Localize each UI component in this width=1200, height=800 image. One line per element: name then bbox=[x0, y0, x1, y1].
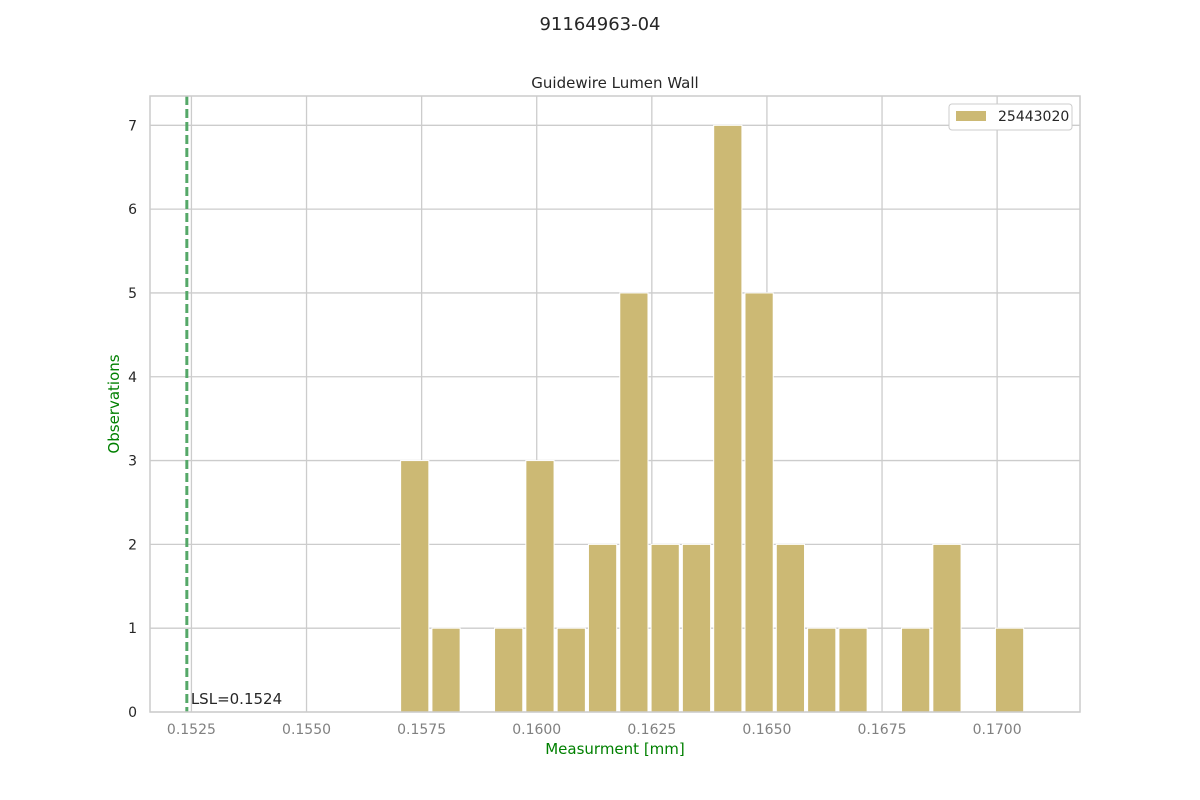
x-tick-label: 0.1575 bbox=[397, 722, 446, 738]
x-tick-label: 0.1625 bbox=[627, 722, 676, 738]
histogram-bar bbox=[525, 460, 555, 713]
lsl-group: LSL=0.1524 bbox=[185, 96, 282, 712]
bars-group bbox=[400, 124, 1025, 713]
x-tick-label: 0.1675 bbox=[858, 722, 907, 738]
histogram-bar bbox=[431, 627, 461, 713]
plot-frame bbox=[149, 95, 1081, 713]
lsl-label: LSL=0.1524 bbox=[191, 690, 282, 708]
y-tick-labels: 0 1 2 3 4 5 6 7 bbox=[128, 118, 137, 721]
x-tick-labels: 0.1525 0.1550 0.1575 0.1600 0.1625 0.1650 0.16… bbox=[167, 722, 1022, 738]
x-tick-label: 0.1700 bbox=[973, 722, 1022, 738]
legend-swatch bbox=[956, 111, 986, 121]
histogram-bar bbox=[775, 543, 806, 713]
histogram-bar bbox=[901, 627, 931, 713]
y-axis-label: Observations bbox=[105, 354, 123, 453]
chart-suptitle: 91164963-04 bbox=[539, 14, 660, 35]
histogram-bar bbox=[744, 292, 774, 713]
x-tick-label: 0.1650 bbox=[742, 722, 791, 738]
legend-frame bbox=[948, 103, 1073, 131]
histogram-bar bbox=[713, 124, 743, 713]
histogram-bar bbox=[494, 627, 524, 713]
histogram-bar bbox=[932, 543, 962, 713]
histogram-bar bbox=[650, 543, 680, 713]
y-tick-label: 1 bbox=[128, 621, 137, 637]
histogram-bar bbox=[994, 627, 1025, 713]
x-tick-label: 0.1550 bbox=[282, 722, 331, 738]
y-tick-label: 5 bbox=[128, 286, 137, 302]
histogram-bar bbox=[400, 460, 430, 713]
x-tick-label: 0.1525 bbox=[167, 722, 216, 738]
histogram-bar bbox=[556, 627, 586, 713]
legend: 25443020 bbox=[948, 103, 1073, 131]
x-tick-label: 0.1600 bbox=[512, 722, 561, 738]
histogram-bar bbox=[681, 543, 712, 713]
x-axis-label: Measurment [mm] bbox=[545, 740, 685, 758]
y-tick-label: 6 bbox=[128, 202, 137, 218]
y-tick-label: 0 bbox=[128, 705, 137, 721]
y-tick-label: 2 bbox=[128, 537, 137, 553]
histogram-bar bbox=[807, 627, 837, 713]
y-tick-label: 3 bbox=[128, 454, 137, 470]
histogram-bar bbox=[838, 627, 868, 713]
histogram-bar bbox=[587, 543, 618, 713]
histogram-bar bbox=[619, 292, 649, 713]
y-tick-label: 7 bbox=[128, 118, 137, 134]
chart-title: Guidewire Lumen Wall bbox=[531, 74, 698, 92]
legend-label: 25443020 bbox=[998, 109, 1069, 125]
y-tick-label: 4 bbox=[128, 370, 137, 386]
